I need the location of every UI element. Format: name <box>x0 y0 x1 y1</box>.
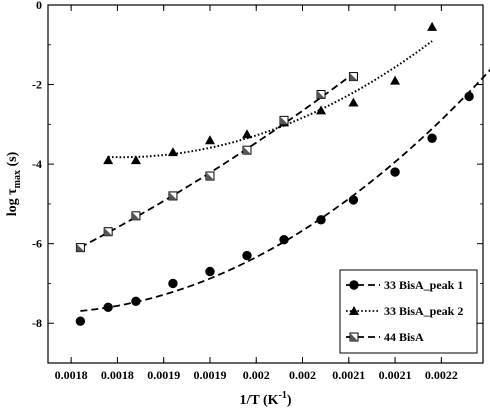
data-point-series-2 <box>348 97 359 107</box>
data-point-series-1 <box>464 91 474 102</box>
data-point-series-3 <box>131 211 141 221</box>
data-point-series-3 <box>75 243 85 253</box>
data-point-series-1 <box>316 215 326 225</box>
data-point-series-3 <box>168 191 178 201</box>
axis-ticks: 0.0018 0.0018 0.0019 0.0019 0.002 0.002 0.0021… <box>32 0 483 382</box>
data-point-series-1 <box>205 266 215 277</box>
x-tick-label: 0.0019 <box>147 368 180 382</box>
data-point-series-2 <box>103 155 114 165</box>
fit-curves <box>79 40 490 312</box>
legend-label: 33 BisA_peak 2 <box>384 304 463 318</box>
x-tick-label: 0.002 <box>243 368 270 382</box>
data-point-series-2 <box>130 155 141 165</box>
data-point-series-3 <box>348 72 358 82</box>
data-point-series-1 <box>131 296 141 307</box>
legend-marker <box>349 280 359 290</box>
y-tick-label: -2 <box>32 78 42 92</box>
data-point-series-2 <box>316 105 327 115</box>
data-point-series-1 <box>103 302 113 313</box>
data-point-series-1 <box>168 278 178 289</box>
data-point-series-1 <box>427 133 437 143</box>
x-tick-label: 0.0021 <box>332 368 365 382</box>
data-point-series-2 <box>167 147 178 157</box>
data-point-series-3 <box>103 227 113 237</box>
legend-label: 44 BisA <box>384 330 424 344</box>
data-point-series-3 <box>205 171 215 181</box>
y-tick-label: -8 <box>32 316 42 330</box>
data-point-series-3 <box>279 115 289 125</box>
y-tick-label: -4 <box>32 157 42 171</box>
data-point-series-2 <box>390 75 401 85</box>
data-markers <box>75 21 474 326</box>
y-axis-title: log τmax (s) <box>5 151 23 216</box>
data-point-series-1 <box>390 167 400 177</box>
x-tick-label: 0.0021 <box>379 368 412 382</box>
data-point-series-2 <box>204 135 215 145</box>
legend-label: 33 BisA_peak 1 <box>384 278 463 292</box>
data-point-series-2 <box>241 129 252 139</box>
fit-curve-series-2 <box>108 40 433 159</box>
data-point-series-3 <box>242 145 252 155</box>
data-point-series-2 <box>427 21 438 31</box>
fit-curve-series-3 <box>79 72 354 249</box>
plot-frame <box>47 4 484 364</box>
x-axis-title: 1/T (K-1) <box>239 390 291 408</box>
data-point-series-1 <box>348 195 359 205</box>
data-point-series-1 <box>242 250 252 261</box>
data-point-series-3 <box>316 90 326 99</box>
x-tick-label: 0.002 <box>289 368 316 382</box>
x-tick-label: 0.0022 <box>425 368 458 382</box>
data-point-series-1 <box>279 234 289 245</box>
legend: 33 BisA_peak 1 33 BisA_peak 2 44 BisA <box>339 269 478 354</box>
x-tick-label: 0.0019 <box>193 368 226 382</box>
data-point-series-1 <box>75 316 86 326</box>
y-tick-label: 0 <box>36 0 42 12</box>
legend-marker <box>349 306 359 315</box>
x-tick-label: 0.0018 <box>101 368 134 382</box>
x-tick-label: 0.0018 <box>55 368 88 382</box>
legend-marker <box>349 332 359 342</box>
y-tick-label: -6 <box>32 237 42 251</box>
fit-curve-series-1 <box>80 68 490 312</box>
legend-box <box>339 269 478 354</box>
